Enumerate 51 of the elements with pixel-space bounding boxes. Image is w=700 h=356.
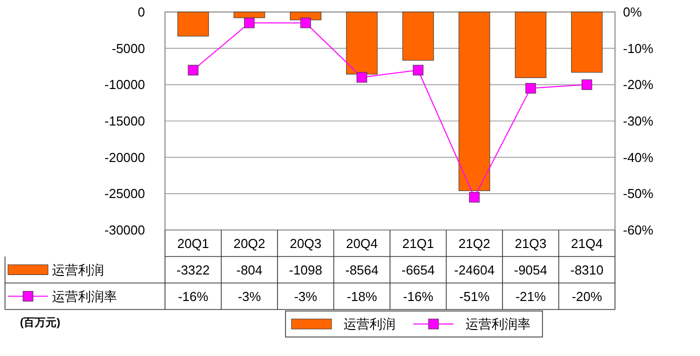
- point: [356, 72, 368, 83]
- y2-tick-label: -40%: [623, 150, 654, 165]
- data-label: -9054: [514, 262, 548, 278]
- x-tick-label: 21Q1: [402, 236, 434, 251]
- y-tick-label: -30000: [104, 222, 145, 238]
- data-label: -16%: [178, 288, 209, 304]
- data-label: -8310: [570, 262, 604, 278]
- x-tick-label: 20Q1: [177, 236, 210, 251]
- data-label: -6654: [402, 262, 435, 278]
- data-label: -24604: [454, 262, 495, 278]
- x-tick-label: 20Q3: [290, 236, 322, 251]
- point: [525, 83, 536, 94]
- y-tick-label: -15000: [104, 114, 145, 129]
- data-label: -1098: [289, 262, 322, 278]
- data-label: -18%: [346, 288, 378, 304]
- y2-tick-label: -30%: [623, 114, 654, 129]
- point: [582, 79, 592, 90]
- point: [300, 18, 311, 28]
- x-tick-label: 20Q2: [233, 236, 266, 251]
- y-tick-label: -5000: [112, 40, 145, 56]
- data-label: -20%: [572, 288, 602, 304]
- x-tick-label: 21Q2: [458, 236, 490, 251]
- point: [469, 192, 480, 203]
- text: 运营利润率: [466, 316, 530, 332]
- data-label: -3%: [238, 288, 262, 304]
- data-label: -8564: [345, 262, 378, 278]
- y-tick-label: 0: [138, 4, 145, 20]
- data-label: -21%: [515, 288, 546, 304]
- point: [244, 18, 255, 28]
- y2-tick-label: -60%: [623, 222, 654, 238]
- point: [188, 64, 198, 76]
- data-label: -804: [236, 262, 262, 278]
- data-label: -51%: [459, 288, 490, 304]
- legend-label: 运营利润率: [52, 288, 117, 304]
- y-tick-label: -10000: [104, 77, 145, 92]
- y2-tick-label: -10%: [623, 40, 654, 56]
- text: (百万元): [20, 317, 61, 329]
- data-label: -16%: [402, 288, 434, 304]
- x-tick-label: 21Q3: [514, 236, 547, 251]
- point: [412, 64, 424, 76]
- x-tick-label: 21Q4: [570, 236, 603, 251]
- legend-label: 运营利润: [52, 262, 104, 278]
- text: 运营利润: [344, 316, 396, 332]
- y-tick-label: -20000: [104, 150, 145, 165]
- x-tick-label: 20Q4: [346, 236, 378, 251]
- data-label: -3%: [294, 288, 318, 304]
- y2-tick-label: -20%: [623, 77, 654, 92]
- data-label: -3322: [176, 262, 210, 278]
- y2-tick-label: -50%: [623, 186, 654, 202]
- y2-tick-label: 0%: [623, 4, 642, 20]
- y-tick-label: -25000: [104, 186, 145, 202]
